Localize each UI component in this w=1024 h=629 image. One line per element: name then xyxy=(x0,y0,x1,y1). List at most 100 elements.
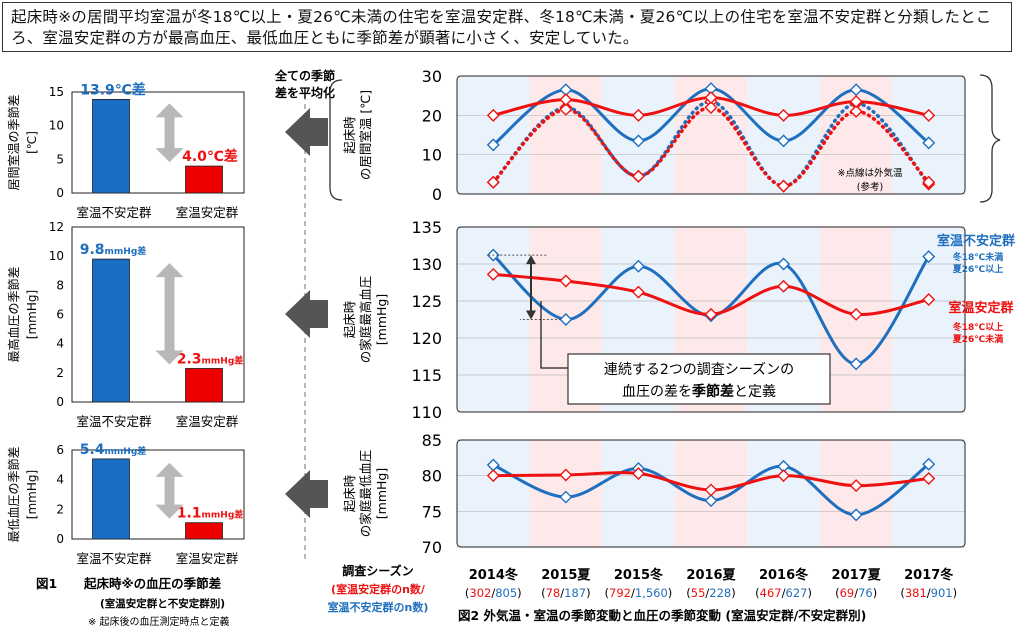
data-point xyxy=(486,469,500,483)
data-point xyxy=(849,508,863,522)
x-category-label: 2016夏 xyxy=(686,568,736,583)
n-count-label: (55/228) xyxy=(686,586,735,600)
data-point xyxy=(631,108,645,122)
bracket-decoration xyxy=(329,79,343,201)
data-point xyxy=(631,169,645,183)
bar-unstable xyxy=(92,258,130,403)
x-category-label: 室温不安定群 xyxy=(76,551,152,566)
data-point xyxy=(631,467,645,481)
data-point xyxy=(922,250,936,264)
y-tick-label: 10 xyxy=(422,146,442,165)
y-axis-label: の居間室温 [℃] xyxy=(358,90,373,180)
bar-stable xyxy=(185,522,223,540)
n-count-label: (792/1,560) xyxy=(605,586,673,600)
season-band xyxy=(819,440,893,547)
data-point xyxy=(486,175,500,189)
callout-line xyxy=(540,301,568,369)
data-point xyxy=(922,108,936,122)
season-legend-unstable: 室温不安定群のn数) xyxy=(328,600,429,614)
x-category-label: 2016冬 xyxy=(759,567,808,583)
y-tick-label: 120 xyxy=(411,329,442,348)
fig1-footnote: ※ 起床後の血圧測定時点と定義 xyxy=(88,615,230,628)
y-axis-label: 最低血圧の季節差 xyxy=(6,446,21,542)
y-axis-unit: [℃] xyxy=(25,131,39,154)
data-point xyxy=(849,357,863,371)
plot-frame xyxy=(456,75,966,195)
data-point xyxy=(559,490,573,504)
data-point xyxy=(849,307,863,321)
data-point xyxy=(704,91,718,105)
y-tick-label: 4 xyxy=(56,337,64,351)
season-legend-stable: (室温安定群のn数/ xyxy=(331,582,426,596)
data-point xyxy=(631,134,645,148)
data-point xyxy=(704,100,718,114)
y-tick-label: 10 xyxy=(49,119,64,133)
data-point xyxy=(922,457,936,471)
data-point xyxy=(559,468,573,482)
y-tick-label: 8 xyxy=(56,278,64,292)
y-axis-label: 起床時 xyxy=(342,300,357,338)
season-band xyxy=(892,76,965,194)
data-point xyxy=(704,494,718,508)
y-axis-label: 起床時 xyxy=(342,116,357,154)
annotation-box xyxy=(567,353,831,405)
y-axis-unit: [mmHg] xyxy=(374,468,389,519)
bar-unstable xyxy=(92,99,130,194)
y-tick-label: 85 xyxy=(422,431,442,450)
data-point xyxy=(849,95,863,109)
bar-stable xyxy=(185,368,223,403)
y-tick-label: 115 xyxy=(411,366,442,385)
y-axis-label: の家庭最高血圧 xyxy=(358,276,373,364)
data-point xyxy=(922,293,936,307)
y-tick-label: 4 xyxy=(56,473,64,487)
y-axis-unit: [mmHg] xyxy=(25,290,39,339)
legend-stable-title: 室温安定群 xyxy=(948,300,1013,316)
data-point xyxy=(777,134,791,148)
summary-text: 起床時※の居間平均室温が冬18℃以上・夏26℃未満の住宅を室温安定群、冬18℃未… xyxy=(2,2,1012,52)
x-category-label: 室温安定群 xyxy=(176,551,239,566)
season-band xyxy=(457,440,530,547)
outdoor-note: ※点線は外気温 xyxy=(838,167,903,179)
y-axis-label: 起床時 xyxy=(342,474,357,512)
x-category-label: 室温安定群 xyxy=(176,205,239,220)
data-point xyxy=(777,279,791,293)
data-point xyxy=(777,469,791,483)
y-tick-label: 2 xyxy=(56,502,64,516)
data-point xyxy=(849,104,863,118)
n-count-label: (302/805) xyxy=(465,586,522,600)
y-axis-label: 最高血圧の季節差 xyxy=(6,266,21,362)
data-label: 4.0℃差 xyxy=(182,148,238,165)
outdoor-note-ref: (参考) xyxy=(857,181,883,193)
arrow-head-icon xyxy=(526,310,536,320)
y-tick-label: 2 xyxy=(56,366,64,380)
bar-unstable xyxy=(92,458,130,540)
legend-unstable-line1: 冬18℃未満 xyxy=(953,251,1003,263)
n-count-label: (381/901) xyxy=(900,586,957,600)
x-category-label: 室温不安定群 xyxy=(76,205,152,220)
x-category-label: 2015冬 xyxy=(614,567,663,583)
y-tick-label: 0 xyxy=(56,395,64,409)
data-point xyxy=(922,472,936,486)
data-point xyxy=(704,483,718,497)
y-axis-label: の家庭最低血圧 xyxy=(358,450,373,538)
y-tick-label: 110 xyxy=(411,403,442,422)
data-point xyxy=(486,267,500,281)
y-tick-label: 20 xyxy=(422,106,442,125)
x-category-label: 2014冬 xyxy=(469,567,518,583)
fig2-caption: 図2 外気温・室温の季節変動と血圧の季節変動 (室温安定群/不安定群別) xyxy=(458,608,866,623)
y-tick-label: 10 xyxy=(49,249,64,263)
y-tick-label: 130 xyxy=(411,255,442,274)
data-point xyxy=(704,307,718,321)
data-point xyxy=(922,175,936,189)
fig1-caption-label: 図1 xyxy=(36,576,57,591)
y-tick-label: 15 xyxy=(49,85,64,99)
n-count-label: (78/187) xyxy=(541,586,590,600)
bracket-decoration xyxy=(979,74,1001,203)
season-band xyxy=(892,440,965,547)
data-point xyxy=(559,313,573,326)
y-axis-unit: [mmHg] xyxy=(374,294,389,345)
y-tick-label: 12 xyxy=(49,220,64,234)
